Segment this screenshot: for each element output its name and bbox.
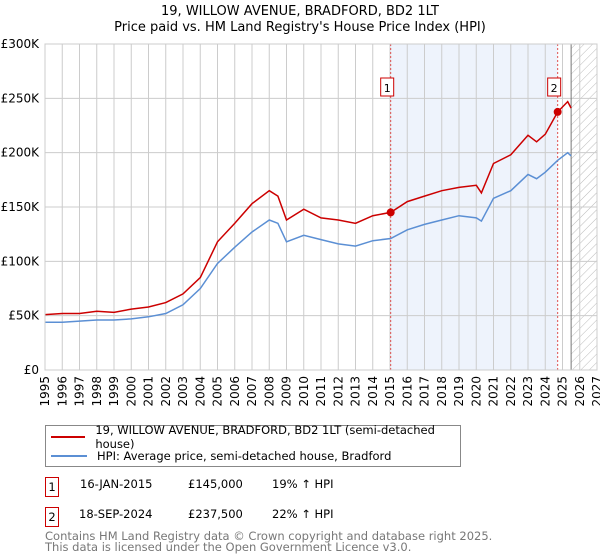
legend-label: HPI: Average price, semi-detached house,… [97,449,392,463]
x-tick-label: 2016 [400,376,414,407]
series-line-hpi [45,151,572,323]
transaction-badge: 1 [45,477,59,497]
legend-item-hpi: HPI: Average price, semi-detached house,… [46,448,391,464]
x-tick-label: 1996 [55,376,69,407]
sale-label-box [380,77,395,97]
x-tick-label: 1997 [73,376,87,407]
x-tick-label: 2002 [159,376,173,407]
x-tick-label: 2025 [556,376,570,407]
x-tick-label: 2008 [262,376,276,407]
y-tick-label: £150K [1,200,41,214]
legend-swatch-red [51,436,86,438]
x-tick-label: 2023 [521,376,535,407]
legend-item-property: 19, WILLOW AVENUE, BRADFORD, BD2 1LT (se… [46,423,460,451]
x-tick-label: 2006 [228,376,242,407]
x-tick-label: 2017 [418,376,432,407]
sale-label: 2 [551,82,558,95]
plot-border [44,43,598,371]
x-tick-label: 2012 [331,376,345,407]
x-tick-label: 2007 [245,376,259,407]
x-tick-label: 2021 [487,376,501,407]
transaction-hpi: 22% ↑ HPI [272,507,334,521]
series-line-property [44,100,572,316]
transaction-row: 1 16-JAN-2015 £145,000 19% ↑ HPI [45,475,465,497]
x-tick-label: 2003 [176,376,190,407]
y-tick-label: £50K [8,309,40,323]
transaction-price: £145,000 [188,477,243,491]
plot-area: 1995 1996 1997 1998 1999 2000 2001 2002 2003 2004… [1,37,600,407]
transaction-badge: 2 [45,507,59,527]
legend-swatch-blue [51,455,87,457]
x-tick-label: 2026 [573,376,587,407]
chart-title: 19, WILLOW AVENUE, BRADFORD, BD2 1LT [161,4,439,19]
x-tick-label: 2022 [504,376,518,407]
footer-copyright: Contains HM Land Registry data © Crown c… [45,529,493,543]
y-tick-label: £300K [1,37,41,51]
chart-subtitle: Price paid vs. HM Land Registry's House … [114,20,486,35]
x-tick-label: 2004 [193,376,207,407]
y-tick-label: £200K [1,146,41,160]
x-tick-label: 2024 [538,376,552,407]
sale-point [553,107,562,116]
transaction-row: 2 18-SEP-2024 £237,500 22% ↑ HPI [45,505,465,527]
y-tick-label: £100K [1,254,41,268]
transaction-date: 18-SEP-2024 [79,507,153,521]
x-tick-label: 2000 [124,376,138,407]
x-tick-label: 2011 [314,376,328,407]
transaction-price: £237,500 [188,507,243,521]
x-tick-label: 2015 [383,376,397,407]
x-tick-label: 1998 [90,376,104,407]
x-tick-label: 2027 [590,376,600,407]
footer: Contains HM Land Registry data © Crown c… [45,529,493,554]
x-tick-label: 2018 [435,376,449,407]
x-tick-label: 2020 [469,376,483,407]
sale-point [386,208,395,217]
x-tick-label: 2013 [349,376,363,407]
x-tick-label: 2010 [297,376,311,407]
x-tick-label: 2014 [366,376,380,407]
transaction-date: 16-JAN-2015 [80,477,153,491]
x-tick-label: 2019 [452,376,466,407]
y-tick-label: £250K [1,91,41,105]
x-tick-label: 1999 [107,376,121,407]
x-tick-label: 2005 [211,376,225,407]
legend: 19, WILLOW AVENUE, BRADFORD, BD2 1LT (se… [45,423,461,467]
footer-licence: This data is licensed under the Open Gov… [45,540,412,554]
legend-label: 19, WILLOW AVENUE, BRADFORD, BD2 1LT (se… [95,423,435,451]
sale-label: 1 [384,82,391,95]
x-tick-label: 1995 [38,376,52,407]
sale-label-box [547,77,562,97]
transaction-hpi: 19% ↑ HPI [272,477,334,491]
x-tick-label: 2001 [142,376,156,407]
x-tick-label: 2009 [280,376,294,407]
y-tick-label: £0 [24,363,39,377]
